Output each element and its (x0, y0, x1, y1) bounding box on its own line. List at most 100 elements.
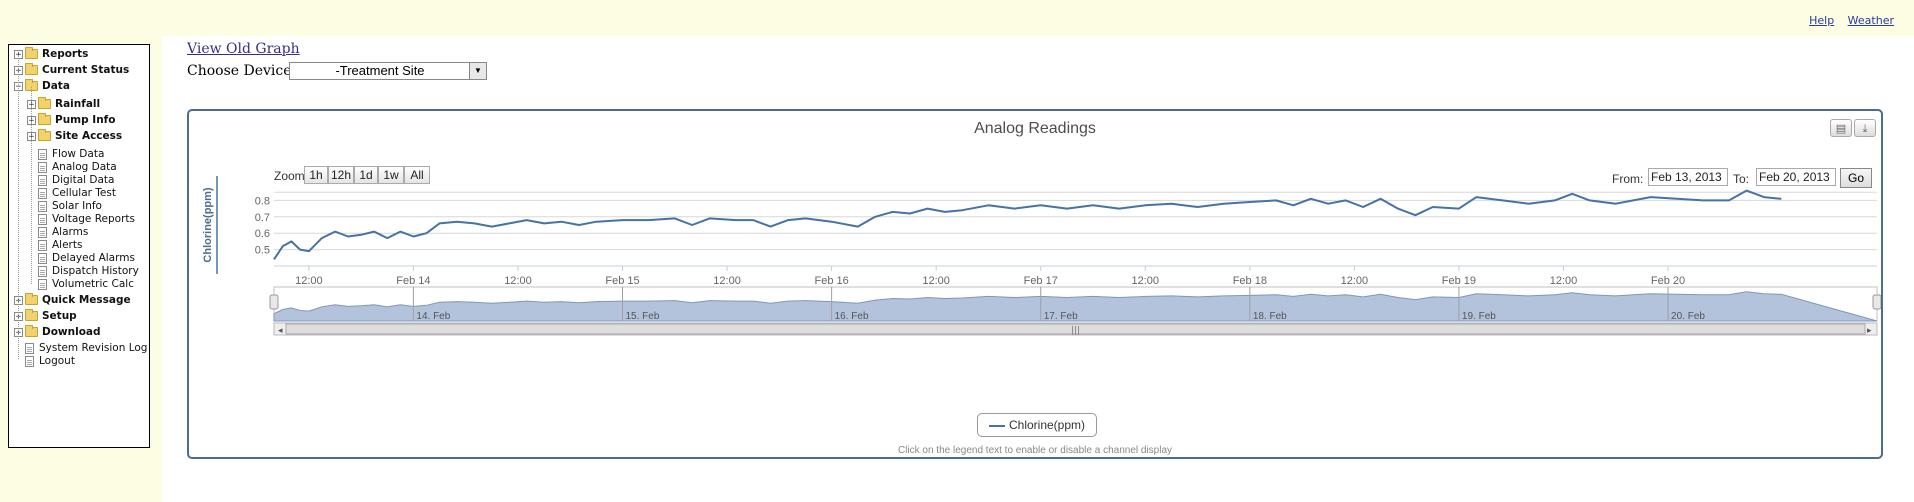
tree-item-label: Data (42, 80, 70, 92)
zoom-label: Zoom (274, 169, 305, 183)
page-icon (38, 174, 47, 186)
printer-icon[interactable]: ▤ (1830, 119, 1852, 137)
choose-device-label: Choose Device: (187, 63, 297, 79)
zoom-1w-button[interactable]: 1w (378, 166, 404, 184)
folder-icon (25, 325, 38, 337)
x-tick-label: 12:00 (922, 275, 950, 287)
y-tick-label: 0.7 (255, 212, 270, 224)
dropdown-arrow-icon[interactable]: ▼ (469, 63, 486, 79)
folder-icon (25, 309, 38, 321)
go-button[interactable]: Go (1840, 168, 1872, 188)
navigator-label: 17. Feb (1044, 311, 1078, 322)
tree-item-system-revision-log[interactable]: System Revision Log (25, 340, 147, 356)
page-icon (38, 278, 47, 290)
legend-hint: Click on the legend text to enable or di… (897, 445, 1173, 456)
tree-item-flow-data[interactable]: Flow Data (38, 146, 104, 162)
tree-item-alarms[interactable]: Alarms (38, 224, 88, 240)
legend-item-chlorine[interactable]: Chlorine(ppm) (977, 413, 1097, 437)
tree-item-label: Current Status (42, 64, 130, 76)
tree-item-label: Download (42, 326, 101, 338)
tree-item-label: Flow Data (52, 148, 105, 160)
y-axis-label: Chlorine(ppm) (202, 187, 214, 262)
folder-icon (38, 97, 51, 109)
y-tick-label: 0.6 (255, 228, 270, 240)
zoom-all-button[interactable]: All (404, 166, 430, 184)
navigator-label: 20. Feb (1671, 311, 1705, 322)
tree-item-label: Reports (42, 48, 89, 60)
page-icon (38, 226, 47, 238)
page-icon (38, 213, 47, 225)
legend-line-icon (988, 424, 1005, 427)
tree-item-alerts[interactable]: Alerts (38, 237, 82, 253)
x-tick-label: Feb 17 (1024, 275, 1058, 287)
y-tick-label: 0.8 (255, 195, 270, 207)
tree-item-volumetric-calc[interactable]: Volumetric Calc (38, 276, 134, 292)
tree-item-setup[interactable]: + Setup (14, 308, 77, 324)
from-date-input[interactable]: Feb 13, 2013 (1648, 168, 1728, 186)
from-label: From: (1612, 172, 1644, 186)
to-date-input[interactable]: Feb 20, 2013 (1756, 168, 1836, 186)
zoom-1d-button[interactable]: 1d (354, 166, 378, 184)
tree-item-solar-info[interactable]: Solar Info (38, 198, 102, 214)
tree-item-reports[interactable]: + Reports (14, 46, 88, 62)
scroll-right-icon: ▸ (1867, 326, 1872, 336)
scroll-left-icon: ◂ (278, 326, 283, 336)
view-old-graph-link[interactable]: View Old Graph (187, 41, 300, 57)
tree-item-label: Quick Message (42, 294, 131, 306)
page-icon (38, 187, 47, 199)
help-link[interactable]: Help (1809, 14, 1835, 27)
page-icon (38, 252, 47, 264)
tree-item-rainfall[interactable]: + Rainfall (27, 96, 100, 112)
page-icon (38, 265, 47, 277)
tree-item-pump-info[interactable]: + Pump Info (27, 112, 115, 128)
tree-item-analog-data[interactable]: Analog Data (38, 159, 117, 175)
tree-item-label: Dispatch History (52, 265, 139, 277)
weather-link[interactable]: Weather (1847, 14, 1894, 27)
navigator-scrollbar-thumb (285, 323, 1866, 335)
tree-guide-line (31, 87, 32, 284)
x-tick-label: 12:00 (504, 275, 532, 287)
tree-item-download[interactable]: + Download (14, 324, 101, 340)
tree-item-label: Pump Info (55, 114, 116, 126)
x-tick-label: Feb 15 (605, 275, 639, 287)
page-icon (38, 239, 47, 251)
tree-item-label: Rainfall (55, 98, 101, 110)
tree-item-voltage-reports[interactable]: Voltage Reports (38, 211, 135, 227)
tree-item-delayed-alarms[interactable]: Delayed Alarms (38, 250, 135, 266)
folder-icon (38, 113, 51, 125)
tree-item-logout[interactable]: Logout (25, 353, 75, 369)
tree-item-label: Alerts (52, 239, 83, 251)
tree-item-current-status[interactable]: + Current Status (14, 62, 129, 78)
device-select-value: -Treatment Site (335, 63, 425, 78)
navigation-tree: + Reports + Current Status − Data + Rainfall + Pu… (8, 44, 150, 448)
zoom-1h-button[interactable]: 1h (304, 166, 328, 184)
zoom-12h-button[interactable]: 12h (328, 166, 354, 184)
y-tick-label: 0.5 (255, 245, 270, 257)
tree-item-data[interactable]: − Data (14, 78, 70, 94)
navigator-handle (1872, 294, 1881, 310)
device-select[interactable]: -Treatment Site ▼ (289, 62, 487, 80)
tree-item-label: Digital Data (52, 174, 115, 186)
navigator-label: 14. Feb (416, 311, 450, 322)
x-tick-label: 12:00 (1341, 275, 1369, 287)
tree-item-quick-message[interactable]: + Quick Message (14, 292, 131, 308)
x-tick-label: Feb 14 (396, 275, 430, 287)
tree-item-label: Logout (39, 355, 75, 367)
x-tick-label: 12:00 (713, 275, 741, 287)
navigator-label: 18. Feb (1253, 311, 1287, 322)
x-tick-label: Feb 16 (814, 275, 848, 287)
tree-item-site-access[interactable]: + Site Access (27, 128, 122, 144)
tree-item-digital-data[interactable]: Digital Data (38, 172, 114, 188)
folder-icon (25, 63, 38, 75)
folder-icon (38, 129, 51, 141)
tree-item-label: Delayed Alarms (52, 252, 135, 264)
x-tick-label: Feb 18 (1233, 275, 1267, 287)
tree-item-label: Volumetric Calc (52, 278, 134, 290)
tree-item-dispatch-history[interactable]: Dispatch History (38, 263, 139, 279)
chart-panel: Analog Readings ▤ ⤓ Zoom 1h 12h 1d 1w Al… (187, 109, 1883, 459)
tree-item-label: Analog Data (52, 161, 117, 173)
x-tick-label: Feb 20 (1651, 275, 1685, 287)
scrollbar-grip-icon: ||| (1071, 326, 1080, 336)
download-icon[interactable]: ⤓ (1854, 119, 1876, 137)
tree-item-cellular-test[interactable]: Cellular Test (38, 185, 116, 201)
